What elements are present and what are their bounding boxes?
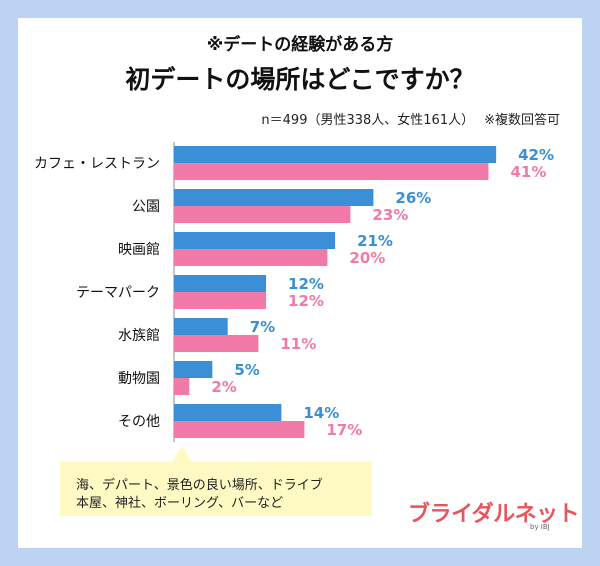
bar-series-1 xyxy=(174,189,374,206)
bar-series-1 xyxy=(174,232,336,249)
bar-series-1 xyxy=(174,146,497,163)
data-label: 14% xyxy=(303,404,339,422)
data-label: 26% xyxy=(395,189,431,207)
category-label: 公園 xyxy=(132,199,160,215)
chart-title: 初デートの場所はどこですか？ xyxy=(125,65,475,94)
data-label: 2% xyxy=(211,378,236,396)
data-label: 7% xyxy=(250,318,275,336)
multiple-answers-note: ※複数回答可 xyxy=(484,113,560,128)
bar-series-1 xyxy=(174,318,228,335)
data-label: 42% xyxy=(518,146,554,164)
bar-series-2 xyxy=(174,206,351,223)
sample-size-note: n＝499（男性338人、女性161人） ※複数回答可 xyxy=(251,109,560,128)
data-label: 21% xyxy=(357,232,393,250)
bar-series-1 xyxy=(174,404,282,421)
bar-series-2 xyxy=(174,335,259,352)
data-label: 20% xyxy=(349,249,385,267)
bar-series-2 xyxy=(174,378,190,395)
logo-byline: by IBJ xyxy=(530,523,550,531)
chart-card xyxy=(18,18,582,548)
category-label: 水族館 xyxy=(118,327,160,344)
callout-line-2: 本屋、神社、ボーリング、バーなど xyxy=(76,496,284,511)
category-label: テーマパーク xyxy=(76,285,160,301)
chart-subtitle: ※デートの経験がある方 xyxy=(206,35,394,55)
data-label: 5% xyxy=(234,361,259,379)
bar-series-2 xyxy=(174,421,305,438)
bar-series-1 xyxy=(174,361,213,378)
data-label: 11% xyxy=(280,335,316,353)
bar-series-2 xyxy=(174,163,489,180)
category-label: その他 xyxy=(118,414,160,430)
category-label: 動物園 xyxy=(118,371,160,387)
data-label: 41% xyxy=(510,163,546,181)
other-callout xyxy=(60,462,372,516)
data-label: 23% xyxy=(372,206,408,224)
bar-series-2 xyxy=(174,292,267,309)
bar-series-1 xyxy=(174,275,267,292)
data-label: 12% xyxy=(288,292,324,310)
data-label: 12% xyxy=(288,275,324,293)
category-label: 映画館 xyxy=(118,241,160,258)
bridal-net-logo: ブライダルネット xyxy=(408,502,580,527)
sample-size: n＝499（男性338人、女性161人） xyxy=(261,113,475,128)
bar-series-2 xyxy=(174,249,328,266)
data-label: 17% xyxy=(326,421,362,439)
category-label: カフェ・レストラン xyxy=(34,156,160,172)
callout-line-1: 海、デパート、景色の良い場所、ドライブ xyxy=(76,478,323,493)
callout-tail xyxy=(172,446,192,462)
